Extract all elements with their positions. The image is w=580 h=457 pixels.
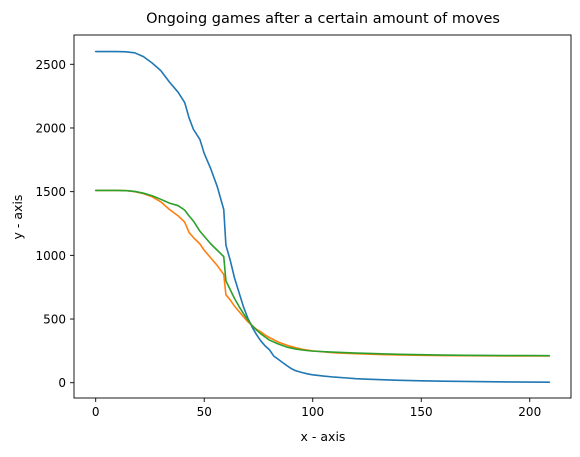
y-tick-label: 2500 xyxy=(35,58,66,72)
y-axis-label: y - axis xyxy=(10,195,25,240)
chart-title: Ongoing games after a certain amount of … xyxy=(146,11,500,27)
x-tick-label: 50 xyxy=(197,405,212,419)
y-tick-label: 2000 xyxy=(35,121,66,135)
x-tick-label: 200 xyxy=(518,405,541,419)
x-axis-label: x - axis xyxy=(301,429,346,444)
x-tick-label: 100 xyxy=(301,405,324,419)
y-tick-label: 0 xyxy=(58,376,66,390)
x-tick-label: 0 xyxy=(92,405,100,419)
series-line-3 xyxy=(94,189,551,357)
plot-layer xyxy=(94,50,551,384)
y-tick-label: 500 xyxy=(43,313,66,327)
series-line-1 xyxy=(94,50,551,384)
y-tick-label: 1500 xyxy=(35,185,66,199)
axes-frame xyxy=(73,34,572,399)
x-tick-label: 150 xyxy=(410,405,433,419)
y-tick-label: 1000 xyxy=(35,249,66,263)
